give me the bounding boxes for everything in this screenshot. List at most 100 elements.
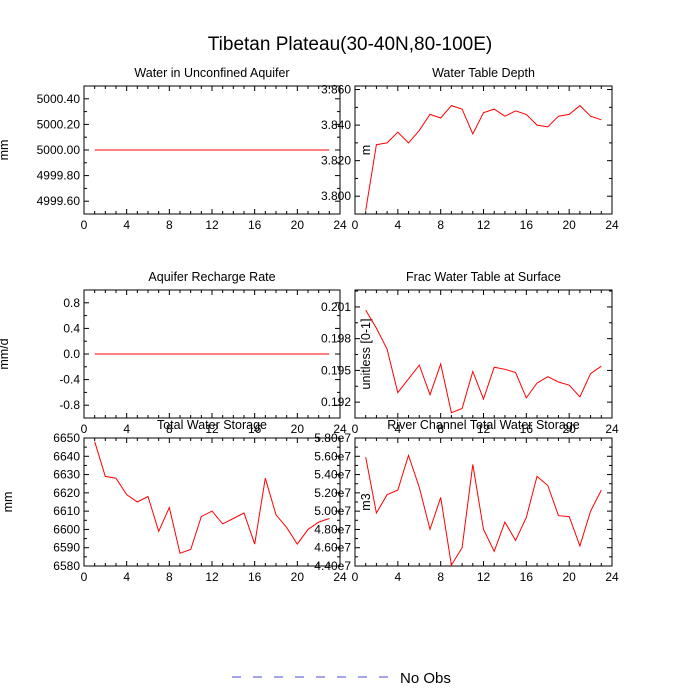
- x-tick-label: 0: [352, 218, 359, 232]
- panel-title: Total Water Storage: [157, 418, 267, 432]
- y-tick-label: 6610: [53, 504, 80, 518]
- page-title: Tibetan Plateau(30-40N,80-100E): [207, 34, 493, 55]
- y-axis-label: mm: [0, 140, 11, 161]
- x-tick-label: 4: [394, 570, 401, 584]
- x-tick-label: 20: [562, 218, 576, 232]
- y-tick-label: 3.820: [321, 154, 351, 168]
- x-tick-label: 0: [352, 422, 359, 436]
- series-line-1850-141: [365, 309, 602, 414]
- x-tick-label: 24: [605, 422, 619, 436]
- y-tick-label: 6630: [53, 468, 80, 482]
- y-axis-label: mm/d: [0, 338, 11, 369]
- series-line-1850-141: [94, 441, 330, 554]
- x-tick-label: 24: [605, 218, 619, 232]
- y-tick-label: 6650: [53, 431, 80, 445]
- y-tick-label: -0.4: [59, 373, 80, 387]
- y-tick-label: 4999.60: [37, 194, 81, 208]
- chart-legend: No Obs 1850_141: [232, 670, 451, 687]
- panel-title: Water in Unconfined Aquifer: [134, 66, 289, 80]
- y-axis-label: m3: [359, 493, 373, 510]
- x-tick-label: 8: [166, 570, 173, 584]
- series-line-1850-141: [365, 104, 602, 211]
- x-tick-label: 12: [205, 422, 219, 436]
- x-tick-label: 20: [291, 422, 305, 436]
- x-tick-label: 16: [520, 218, 534, 232]
- x-tick-label: 16: [520, 570, 534, 584]
- panel-5: Total Water Storage mm 0 4 8 12 16 20 24 6650 6640…: [1, 418, 347, 584]
- y-tick-label: 5000.20: [37, 117, 81, 131]
- y-tick-label: 5.20e7: [314, 486, 351, 500]
- x-tick-label: 8: [166, 218, 173, 232]
- x-tick-label: 16: [248, 422, 262, 436]
- panel-title: River Channel Total Water Storage: [387, 418, 580, 432]
- y-tick-label: 0.4: [63, 321, 80, 335]
- x-tick-label: 12: [477, 218, 491, 232]
- y-tick-label: 5.00e7: [314, 504, 351, 518]
- x-tick-label: 8: [437, 570, 444, 584]
- y-tick-label: 0.8: [63, 296, 80, 310]
- plot-frame: [354, 437, 613, 567]
- x-tick-label: 0: [81, 218, 88, 232]
- y-tick-label: 3.860: [321, 83, 351, 97]
- x-tick-label: 4: [123, 570, 130, 584]
- x-tick-label: 12: [205, 570, 219, 584]
- x-tick-label: 24: [333, 422, 347, 436]
- x-tick-label: 4: [394, 218, 401, 232]
- x-tick-label: 4: [123, 422, 130, 436]
- x-tick-label: 4: [394, 422, 401, 436]
- y-tick-label: 6600: [53, 522, 80, 536]
- y-tick-label: 4999.80: [37, 169, 81, 183]
- y-tick-label: 6620: [53, 486, 80, 500]
- y-tick-label: 0.195: [321, 363, 351, 377]
- panel-title: Aquifer Recharge Rate: [148, 270, 275, 284]
- y-tick-label: 5.80e7: [314, 431, 351, 445]
- x-tick-label: 16: [248, 570, 262, 584]
- y-tick-label: 5.40e7: [314, 468, 351, 482]
- y-tick-label: 0.0: [63, 347, 80, 361]
- x-tick-label: 12: [477, 422, 491, 436]
- series-line-1850-141: [365, 453, 602, 567]
- y-tick-label: 0.201: [321, 300, 351, 314]
- y-tick-label: 5000.00: [37, 143, 81, 157]
- x-tick-label: 0: [81, 570, 88, 584]
- y-axis-label: m: [359, 145, 373, 155]
- plot-frame: [354, 85, 613, 215]
- panel-1: Water in Unconfined Aquifer mm 0 4 8 12 16 20 24…: [0, 66, 347, 232]
- y-tick-label: 4.80e7: [314, 522, 351, 536]
- x-tick-label: 0: [352, 570, 359, 584]
- panel-4: Frac Water Table at Surface unitless [0-1…: [321, 270, 619, 436]
- y-tick-label: 5000.40: [37, 92, 81, 106]
- x-tick-label: 20: [562, 570, 576, 584]
- x-tick-label: 24: [605, 570, 619, 584]
- x-tick-label: 8: [437, 218, 444, 232]
- y-tick-label: 4.60e7: [314, 541, 351, 555]
- x-tick-label: 4: [123, 218, 130, 232]
- chart-panels: Water in Unconfined Aquifer mm 0 4 8 12 16 20 24…: [0, 66, 619, 584]
- y-tick-label: 3.800: [321, 189, 351, 203]
- legend-label-no-obs: No Obs: [400, 670, 451, 687]
- x-tick-label: 24: [333, 218, 347, 232]
- x-tick-label: 0: [81, 422, 88, 436]
- y-tick-label: 6580: [53, 559, 80, 573]
- x-tick-label: 24: [333, 570, 347, 584]
- x-tick-label: 16: [248, 218, 262, 232]
- y-tick-label: 0.198: [321, 332, 351, 346]
- y-tick-label: 5.60e7: [314, 449, 351, 463]
- panel-title: Frac Water Table at Surface: [406, 270, 561, 284]
- plot-frame: [83, 437, 341, 567]
- y-tick-label: 0.192: [321, 395, 351, 409]
- x-tick-label: 20: [562, 422, 576, 436]
- y-axis-label: unitless [0-1]: [359, 319, 373, 390]
- x-tick-label: 12: [205, 218, 219, 232]
- panel-title: Water Table Depth: [432, 66, 535, 80]
- x-tick-label: 20: [291, 570, 305, 584]
- x-tick-label: 8: [166, 422, 173, 436]
- y-tick-label: -0.8: [59, 398, 80, 412]
- x-tick-label: 16: [520, 422, 534, 436]
- y-tick-label: 4.40e7: [314, 559, 351, 573]
- panel-3: Aquifer Recharge Rate mm/d 0 4 8 12 16 20 24 0.8 0…: [0, 270, 347, 436]
- y-tick-label: 6640: [53, 449, 80, 463]
- x-tick-label: 8: [437, 422, 444, 436]
- y-tick-label: 6590: [53, 541, 80, 555]
- y-tick-label: 3.840: [321, 118, 351, 132]
